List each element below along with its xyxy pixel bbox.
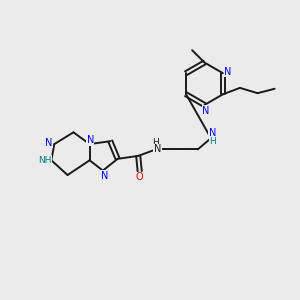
Text: N: N xyxy=(101,171,108,181)
Text: N: N xyxy=(154,144,161,154)
Text: H: H xyxy=(209,137,216,146)
Text: NH: NH xyxy=(38,156,52,165)
Text: N: N xyxy=(86,135,94,145)
Text: N: N xyxy=(224,67,232,77)
Text: N: N xyxy=(202,106,210,116)
Text: H: H xyxy=(152,138,159,147)
Text: N: N xyxy=(45,138,53,148)
Text: O: O xyxy=(136,172,143,182)
Text: N: N xyxy=(209,128,216,138)
